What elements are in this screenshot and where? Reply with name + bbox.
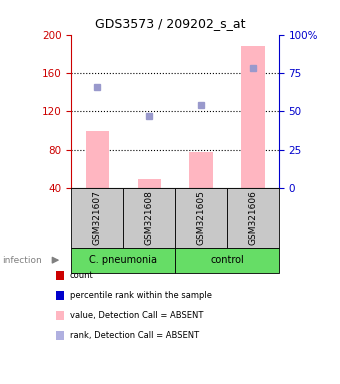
Text: value, Detection Call = ABSENT: value, Detection Call = ABSENT <box>70 311 203 320</box>
Text: GSM321606: GSM321606 <box>249 190 257 245</box>
Text: control: control <box>210 255 244 265</box>
Text: count: count <box>70 271 94 280</box>
Text: GSM321608: GSM321608 <box>145 190 154 245</box>
Text: GDS3573 / 209202_s_at: GDS3573 / 209202_s_at <box>95 17 245 30</box>
Text: C. pneumonia: C. pneumonia <box>89 255 157 265</box>
Bar <box>137 179 161 188</box>
Text: percentile rank within the sample: percentile rank within the sample <box>70 291 212 300</box>
Text: infection: infection <box>2 256 41 265</box>
Bar <box>241 46 265 188</box>
Text: GSM321605: GSM321605 <box>197 190 205 245</box>
Bar <box>189 152 213 188</box>
Bar <box>86 131 109 188</box>
Text: GSM321607: GSM321607 <box>93 190 102 245</box>
Text: rank, Detection Call = ABSENT: rank, Detection Call = ABSENT <box>70 331 199 340</box>
